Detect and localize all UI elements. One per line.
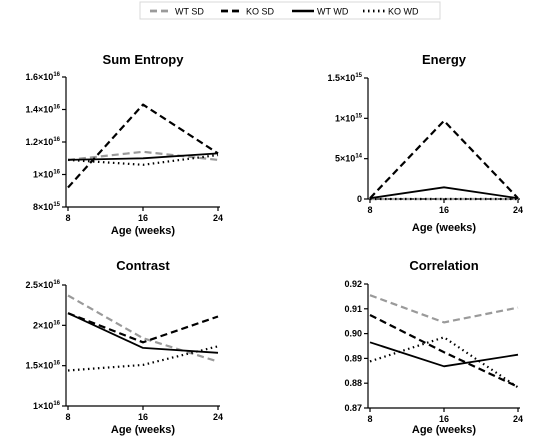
y-tick-label: 1×1016 (33, 401, 61, 411)
x-axis-label: Age (weeks) (412, 222, 477, 234)
series-line-wt-sd (67, 294, 219, 363)
legend-label-wt-wd: WT WD (317, 7, 349, 17)
x-tick-label: 24 (213, 412, 223, 422)
chart-sum-entropy: Sum Entropy 8×1015 1×1016 1.2×1016 1.4×1016 1… (26, 52, 223, 237)
series-line-wt-sd (369, 294, 519, 324)
x-tick-label: 16 (439, 414, 449, 424)
chart-panels: Sum Entropy 8×1015 1×1016 1.2×1016 1.4×1016 1… (26, 52, 523, 436)
y-tick-label: 0.89 (344, 353, 362, 363)
y-tick-label: 0.92 (344, 279, 362, 289)
x-tick-label: 8 (367, 414, 372, 424)
chart-energy: Energy 0 5×1014 1×1015 1.5×1015 8 16 24 Age (wee… (328, 52, 523, 234)
legend: WT SD KO SD WT WD KO WD (139, 1, 441, 20)
series-line-wt-wd (369, 341, 519, 368)
x-tick-label: 24 (513, 205, 523, 215)
series-line-ko-sd (67, 103, 219, 189)
x-tick-label: 16 (439, 205, 449, 215)
series-line-ko-wd (67, 153, 219, 166)
y-tick-label: 1.5×1016 (26, 361, 61, 371)
chart-title: Contrast (116, 258, 170, 273)
y-tick-label: 1×1015 (335, 113, 363, 123)
y-tick-label: 0.87 (344, 403, 362, 413)
x-axis-label: Age (weeks) (111, 424, 176, 436)
series-line-wt-wd (369, 186, 519, 200)
x-tick-label: 24 (213, 213, 223, 223)
legend-label-wt-sd: WT SD (175, 7, 204, 17)
series-line-ko-sd (369, 314, 519, 388)
y-tick-label: 0.91 (344, 304, 362, 314)
y-tick-label: 0.88 (344, 378, 362, 388)
series-line-wt-wd (67, 152, 219, 161)
x-tick-label: 8 (65, 412, 70, 422)
series-line-ko-sd (369, 119, 519, 199)
chart-title: Sum Entropy (103, 52, 185, 67)
y-tick-label: 8×1015 (33, 202, 61, 212)
y-tick-label: 1.4×1016 (26, 105, 61, 115)
chart-correlation: Correlation 0.87 0.88 0.89 0.90 0.91 0.92 8 16 24… (344, 258, 523, 436)
x-tick-label: 16 (138, 213, 148, 223)
y-tick-label: 5×1014 (335, 154, 363, 164)
x-axis-label: Age (weeks) (412, 424, 477, 436)
chart-title: Energy (422, 52, 467, 67)
legend-label-ko-sd: KO SD (246, 7, 275, 17)
series-line-ko-wd (369, 336, 519, 389)
chart-title: Correlation (409, 258, 478, 273)
y-tick-label: 1.6×1016 (26, 72, 61, 82)
y-tick-label: 2.5×1016 (26, 280, 61, 290)
x-tick-label: 16 (138, 412, 148, 422)
legend-box (139, 1, 441, 20)
series-line-ko-sd (67, 312, 219, 344)
x-tick-label: 8 (65, 213, 70, 223)
y-tick-label: 1.5×1015 (328, 73, 363, 83)
x-tick-label: 24 (513, 414, 523, 424)
chart-contrast: Contrast 1×1016 1.5×1016 2×1016 2.5×1016 8 16 2… (26, 258, 223, 436)
x-axis-label: Age (weeks) (111, 225, 176, 237)
x-tick-label: 8 (367, 205, 372, 215)
series-line-wt-wd (67, 312, 219, 354)
y-tick-label: 0.90 (344, 329, 362, 339)
y-tick-label: 0 (357, 194, 362, 204)
y-tick-label: 2×1016 (33, 320, 61, 330)
y-tick-label: 1.2×1016 (26, 137, 61, 147)
series-line-ko-wd (67, 345, 219, 372)
legend-label-ko-wd: KO WD (388, 7, 419, 17)
y-tick-label: 1×1016 (33, 170, 61, 180)
